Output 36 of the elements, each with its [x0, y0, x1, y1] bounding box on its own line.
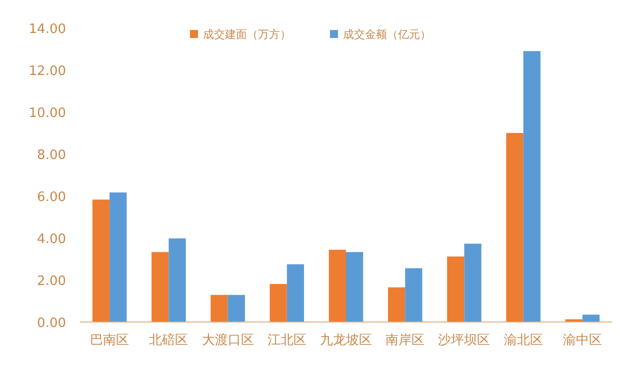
x-tick-label: 南岸区 [386, 333, 425, 348]
bar [210, 294, 228, 322]
legend-label: 成交建面（万方） [203, 28, 291, 41]
bar [270, 284, 287, 322]
x-tick-label: 大渡口区 [202, 333, 254, 348]
y-tick-label: 10.00 [28, 106, 66, 121]
y-tick-label: 12.00 [28, 64, 66, 79]
bar [582, 314, 600, 322]
legend-label: 成交金额（亿元） [343, 28, 431, 41]
y-tick-label: 0.00 [37, 316, 66, 331]
y-tick-label: 8.00 [37, 148, 66, 163]
y-tick-label: 6.00 [37, 190, 66, 205]
bar [92, 200, 110, 322]
bar [388, 287, 406, 322]
bar [228, 294, 245, 322]
bar [447, 256, 464, 322]
bar [110, 192, 127, 322]
bar [464, 244, 482, 322]
x-tick-label: 九龙坡区 [320, 333, 372, 348]
x-tick-label: 江北区 [267, 333, 306, 348]
x-tick-label: 北碚区 [149, 333, 188, 348]
bar [506, 133, 524, 322]
bar [346, 252, 364, 322]
bar [328, 250, 346, 322]
bar [523, 51, 540, 322]
y-tick-label: 4.00 [37, 232, 66, 247]
y-tick-label: 14.00 [28, 22, 66, 37]
x-tick-label: 渝北区 [504, 333, 543, 348]
x-tick-label: 渝中区 [562, 333, 602, 348]
y-tick-label: 2.00 [37, 274, 66, 289]
bar [152, 252, 169, 322]
x-tick-label: 巴南区 [90, 333, 130, 348]
bar [286, 264, 304, 322]
bar [168, 238, 186, 322]
bar [405, 268, 422, 322]
x-tick-label: 沙坪坝区 [438, 333, 490, 348]
